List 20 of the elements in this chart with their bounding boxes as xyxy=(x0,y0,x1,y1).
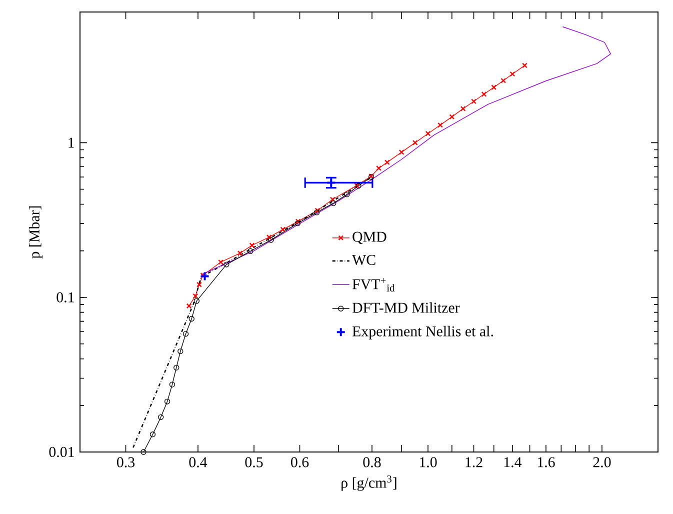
x-tick-label: 1.6 xyxy=(538,457,555,468)
x-tick-label: 0.8 xyxy=(363,457,381,468)
x-axis-title: ρ [g/cm$^{3}$] xyxy=(342,476,396,491)
x-tick-label: 0.3 xyxy=(116,457,135,468)
legend-label: FVT$^{+}$id xyxy=(352,278,395,292)
x-tick-label: 0.6 xyxy=(290,457,309,468)
x-tick-label: 1.0 xyxy=(420,457,437,468)
y-tick-label: 0.1 xyxy=(56,292,74,302)
legend-label: Experiment Nellis et al. xyxy=(352,326,493,340)
y-axis-title: p [Mbar] xyxy=(28,206,42,259)
legend-label: WC xyxy=(352,254,376,265)
legend-label: QMD xyxy=(352,232,386,244)
x-tick-label: 1.2 xyxy=(466,457,482,468)
x-tick-label: 0.5 xyxy=(245,457,263,468)
y-tick-label: 0.01 xyxy=(49,446,74,458)
x-tick-label: 2.0 xyxy=(593,457,611,468)
legend-label: DFT-MD Militzer xyxy=(352,302,460,313)
x-tick-label: 1.4 xyxy=(504,457,522,468)
y-tick-label: 1 xyxy=(68,138,74,148)
x-tick-label: 0.4 xyxy=(189,457,208,468)
